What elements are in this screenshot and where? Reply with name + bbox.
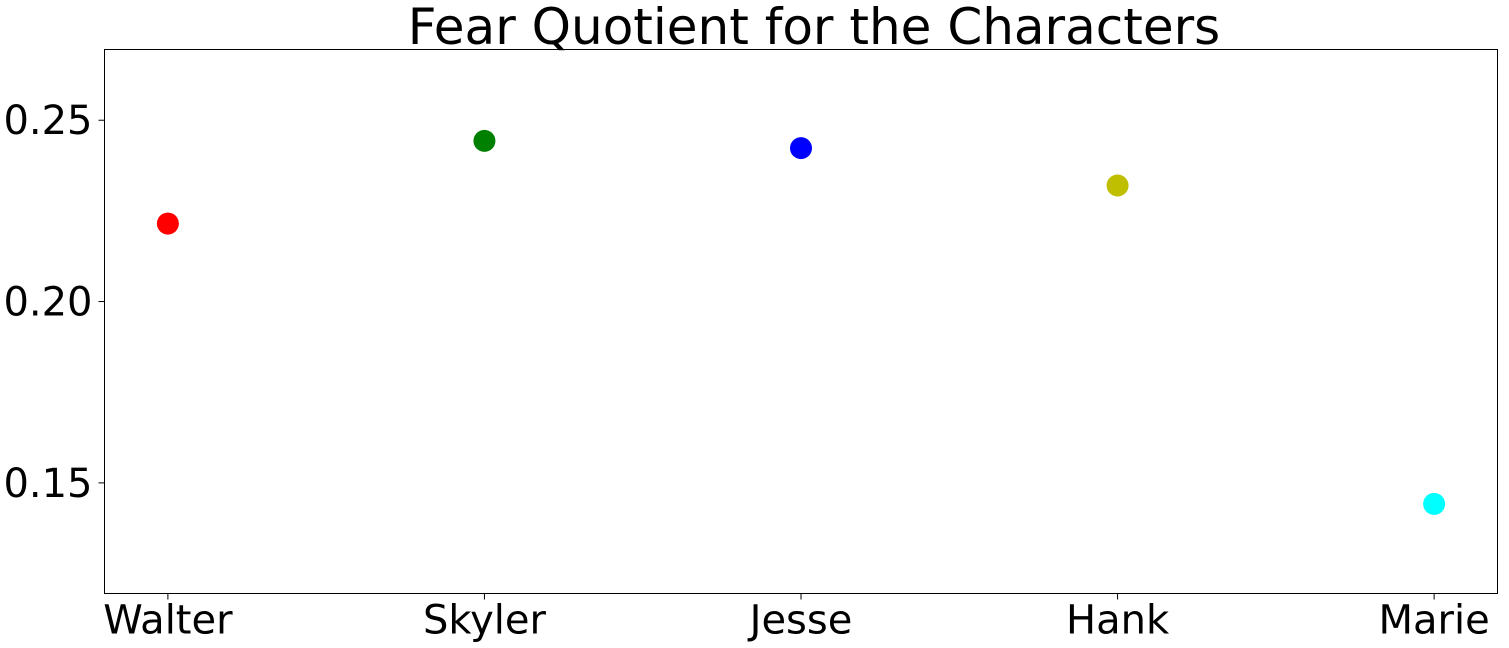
x-tick-label: Marie (1379, 598, 1490, 644)
x-axis: Walter Skyler Jesse Hank Marie (103, 593, 1490, 644)
chart-title: Fear Quotient for the Characters (408, 0, 1220, 56)
data-points (156, 129, 1446, 515)
x-tick-label: Hank (1066, 598, 1170, 644)
y-axis: 0.15 0.20 0.25 (3, 98, 105, 507)
y-tick-label: 0.25 (3, 98, 92, 144)
plot-area (104, 49, 1498, 594)
x-tick-label: Jesse (747, 598, 853, 644)
x-tick-label: Walter (103, 598, 233, 644)
y-tick-label: 0.15 (3, 461, 92, 507)
data-point-hank (1106, 174, 1129, 197)
data-point-marie (1423, 492, 1446, 515)
data-point-skyler (473, 129, 496, 152)
y-tick-label: 0.20 (3, 280, 92, 326)
x-tick-label: Skyler (423, 598, 547, 644)
data-point-walter (156, 212, 179, 235)
data-point-jesse (790, 137, 812, 160)
